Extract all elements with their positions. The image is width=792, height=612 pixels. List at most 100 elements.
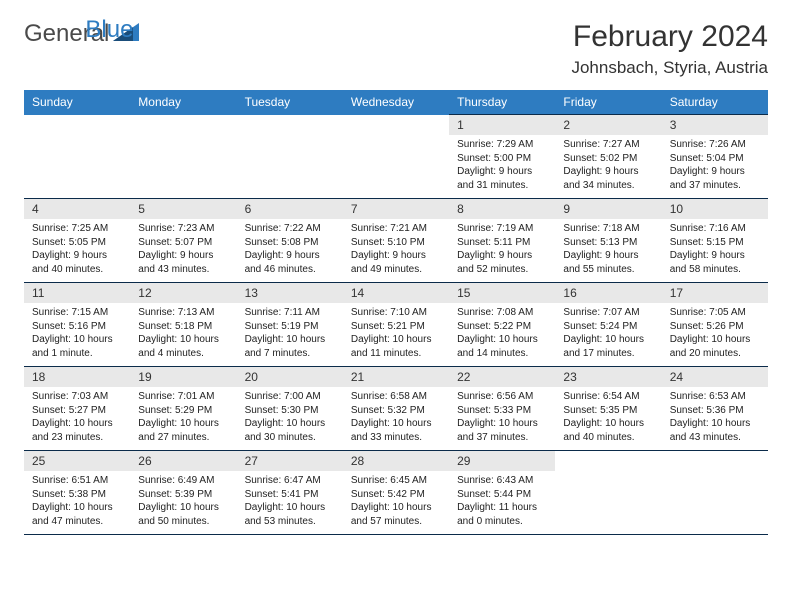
sunset-text: Sunset: 5:35 PM [563,404,653,418]
sunset-text: Sunset: 5:24 PM [563,320,653,334]
day-cell: 9Sunrise: 7:18 AMSunset: 5:13 PMDaylight… [555,199,661,283]
daylight-text-2: and 31 minutes. [457,179,547,193]
empty-cell [237,115,343,199]
day-number: 18 [24,367,130,387]
day-cell: 8Sunrise: 7:19 AMSunset: 5:11 PMDaylight… [449,199,555,283]
sunset-text: Sunset: 5:04 PM [670,152,760,166]
day-number: 29 [449,451,555,471]
daylight-text-2: and 34 minutes. [563,179,653,193]
daylight-text-2: and 47 minutes. [32,515,122,529]
day-number: 28 [343,451,449,471]
sunset-text: Sunset: 5:22 PM [457,320,547,334]
location-text: Johnsbach, Styria, Austria [571,58,768,78]
daylight-text-2: and 11 minutes. [351,347,441,361]
day-cell: 26Sunrise: 6:49 AMSunset: 5:39 PMDayligh… [130,451,236,535]
day-number: 11 [24,283,130,303]
day-info: Sunrise: 7:18 AMSunset: 5:13 PMDaylight:… [555,219,661,282]
daylight-text-1: Daylight: 10 hours [32,417,122,431]
day-cell: 24Sunrise: 6:53 AMSunset: 5:36 PMDayligh… [662,367,768,451]
day-cell: 18Sunrise: 7:03 AMSunset: 5:27 PMDayligh… [24,367,130,451]
daylight-text-1: Daylight: 10 hours [457,417,547,431]
day-number: 21 [343,367,449,387]
day-number: 23 [555,367,661,387]
day-cell: 11Sunrise: 7:15 AMSunset: 5:16 PMDayligh… [24,283,130,367]
sunrise-text: Sunrise: 7:23 AM [138,222,228,236]
daylight-text-2: and 49 minutes. [351,263,441,277]
sunrise-text: Sunrise: 7:01 AM [138,390,228,404]
day-cell: 25Sunrise: 6:51 AMSunset: 5:38 PMDayligh… [24,451,130,535]
day-info: Sunrise: 6:45 AMSunset: 5:42 PMDaylight:… [343,471,449,534]
sunrise-text: Sunrise: 7:05 AM [670,306,760,320]
day-info: Sunrise: 6:43 AMSunset: 5:44 PMDaylight:… [449,471,555,534]
day-info: Sunrise: 7:26 AMSunset: 5:04 PMDaylight:… [662,135,768,198]
calendar-row: 25Sunrise: 6:51 AMSunset: 5:38 PMDayligh… [24,451,768,535]
empty-cell [343,115,449,199]
sunset-text: Sunset: 5:10 PM [351,236,441,250]
sunrise-text: Sunrise: 7:26 AM [670,138,760,152]
day-cell: 17Sunrise: 7:05 AMSunset: 5:26 PMDayligh… [662,283,768,367]
calendar-row: 11Sunrise: 7:15 AMSunset: 5:16 PMDayligh… [24,283,768,367]
daylight-text-1: Daylight: 9 hours [245,249,335,263]
sunrise-text: Sunrise: 7:27 AM [563,138,653,152]
sunrise-text: Sunrise: 7:03 AM [32,390,122,404]
day-cell: 12Sunrise: 7:13 AMSunset: 5:18 PMDayligh… [130,283,236,367]
sunrise-text: Sunrise: 6:45 AM [351,474,441,488]
sunrise-text: Sunrise: 6:47 AM [245,474,335,488]
sunset-text: Sunset: 5:42 PM [351,488,441,502]
sunset-text: Sunset: 5:13 PM [563,236,653,250]
day-cell: 14Sunrise: 7:10 AMSunset: 5:21 PMDayligh… [343,283,449,367]
daylight-text-1: Daylight: 10 hours [138,501,228,515]
day-info: Sunrise: 7:13 AMSunset: 5:18 PMDaylight:… [130,303,236,366]
sunset-text: Sunset: 5:19 PM [245,320,335,334]
day-info: Sunrise: 7:08 AMSunset: 5:22 PMDaylight:… [449,303,555,366]
weekday-header: Wednesday [343,90,449,115]
day-cell: 16Sunrise: 7:07 AMSunset: 5:24 PMDayligh… [555,283,661,367]
sunrise-text: Sunrise: 7:21 AM [351,222,441,236]
daylight-text-1: Daylight: 10 hours [32,333,122,347]
day-number: 7 [343,199,449,219]
day-number: 4 [24,199,130,219]
logo-text-2: Blue [85,16,133,44]
day-number: 20 [237,367,343,387]
day-number: 22 [449,367,555,387]
sunset-text: Sunset: 5:30 PM [245,404,335,418]
calendar-row: 1Sunrise: 7:29 AMSunset: 5:00 PMDaylight… [24,115,768,199]
daylight-text-1: Daylight: 10 hours [245,417,335,431]
day-info: Sunrise: 6:51 AMSunset: 5:38 PMDaylight:… [24,471,130,534]
day-info: Sunrise: 7:16 AMSunset: 5:15 PMDaylight:… [662,219,768,282]
daylight-text-1: Daylight: 11 hours [457,501,547,515]
sunset-text: Sunset: 5:38 PM [32,488,122,502]
weekday-header: Thursday [449,90,555,115]
day-number: 10 [662,199,768,219]
daylight-text-2: and 58 minutes. [670,263,760,277]
day-number: 1 [449,115,555,135]
empty-cell [662,451,768,535]
sunrise-text: Sunrise: 7:13 AM [138,306,228,320]
sunrise-text: Sunrise: 7:00 AM [245,390,335,404]
daylight-text-1: Daylight: 10 hours [138,417,228,431]
daylight-text-1: Daylight: 10 hours [670,417,760,431]
day-number: 16 [555,283,661,303]
sunset-text: Sunset: 5:07 PM [138,236,228,250]
sunrise-text: Sunrise: 7:22 AM [245,222,335,236]
day-cell: 15Sunrise: 7:08 AMSunset: 5:22 PMDayligh… [449,283,555,367]
sunrise-text: Sunrise: 7:10 AM [351,306,441,320]
day-cell: 6Sunrise: 7:22 AMSunset: 5:08 PMDaylight… [237,199,343,283]
calendar-body: 1Sunrise: 7:29 AMSunset: 5:00 PMDaylight… [24,115,768,535]
daylight-text-1: Daylight: 10 hours [245,333,335,347]
day-number: 14 [343,283,449,303]
day-number: 9 [555,199,661,219]
daylight-text-2: and 40 minutes. [32,263,122,277]
day-info: Sunrise: 7:22 AMSunset: 5:08 PMDaylight:… [237,219,343,282]
sunrise-text: Sunrise: 7:08 AM [457,306,547,320]
day-cell: 21Sunrise: 6:58 AMSunset: 5:32 PMDayligh… [343,367,449,451]
day-number: 13 [237,283,343,303]
weekday-header: Tuesday [237,90,343,115]
day-info: Sunrise: 7:21 AMSunset: 5:10 PMDaylight:… [343,219,449,282]
daylight-text-1: Daylight: 10 hours [670,333,760,347]
daylight-text-2: and 46 minutes. [245,263,335,277]
empty-cell [130,115,236,199]
day-number: 2 [555,115,661,135]
sunset-text: Sunset: 5:18 PM [138,320,228,334]
daylight-text-2: and 0 minutes. [457,515,547,529]
